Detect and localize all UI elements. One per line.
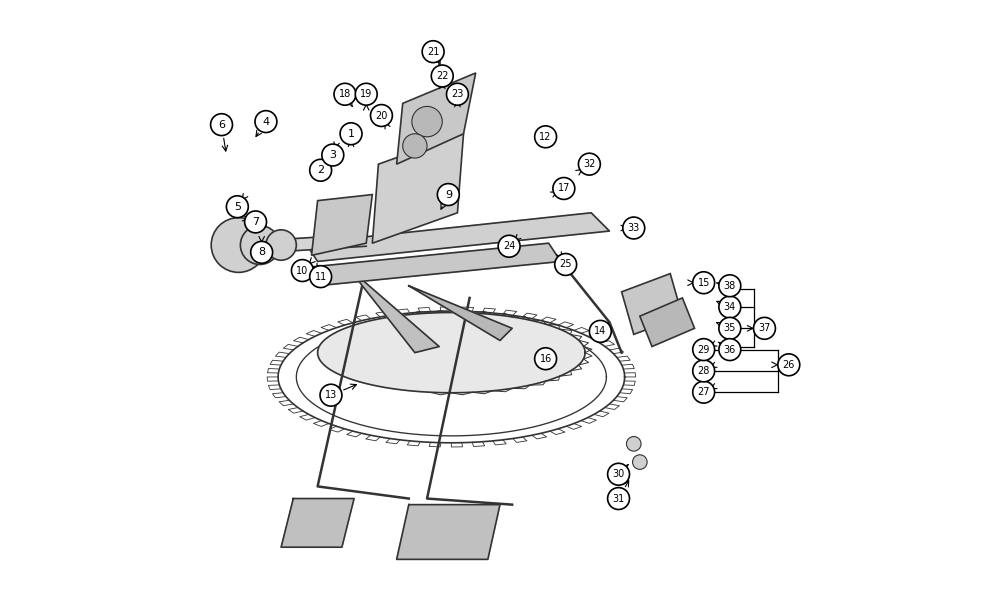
Circle shape <box>778 354 800 376</box>
Polygon shape <box>269 234 366 252</box>
Text: 28: 28 <box>697 366 710 376</box>
Circle shape <box>334 83 356 105</box>
Text: 38: 38 <box>724 281 736 291</box>
Text: 37: 37 <box>758 323 771 333</box>
Circle shape <box>431 65 453 87</box>
Circle shape <box>589 320 611 342</box>
Circle shape <box>498 235 520 257</box>
Circle shape <box>555 254 577 275</box>
Text: 25: 25 <box>559 260 572 269</box>
Text: 14: 14 <box>594 326 606 336</box>
Text: 4: 4 <box>262 117 269 126</box>
Text: 29: 29 <box>697 345 710 354</box>
Text: 15: 15 <box>697 278 710 288</box>
Polygon shape <box>640 298 695 347</box>
Circle shape <box>719 275 741 297</box>
Text: 36: 36 <box>724 345 736 354</box>
Text: 6: 6 <box>218 120 225 130</box>
Text: 5: 5 <box>234 202 241 212</box>
Circle shape <box>693 272 715 294</box>
Circle shape <box>633 455 647 469</box>
Polygon shape <box>397 505 500 559</box>
Circle shape <box>693 381 715 403</box>
Circle shape <box>693 360 715 382</box>
Text: 19: 19 <box>360 89 372 99</box>
Text: 9: 9 <box>445 190 452 199</box>
Text: 18: 18 <box>339 89 351 99</box>
Text: 13: 13 <box>325 390 337 400</box>
Circle shape <box>245 211 267 233</box>
Text: 35: 35 <box>724 323 736 333</box>
Text: 11: 11 <box>315 272 327 282</box>
Circle shape <box>226 196 248 218</box>
Circle shape <box>291 260 313 282</box>
Polygon shape <box>348 268 439 353</box>
Circle shape <box>240 226 279 264</box>
Circle shape <box>370 105 392 126</box>
Circle shape <box>719 296 741 318</box>
Circle shape <box>693 339 715 361</box>
Text: 31: 31 <box>612 494 625 503</box>
Polygon shape <box>409 286 512 340</box>
Text: 26: 26 <box>783 360 795 370</box>
Text: 12: 12 <box>539 132 552 142</box>
Text: 33: 33 <box>628 223 640 233</box>
Text: 27: 27 <box>697 387 710 397</box>
Circle shape <box>355 83 377 105</box>
Circle shape <box>422 41 444 63</box>
Circle shape <box>322 144 344 166</box>
Circle shape <box>719 339 741 361</box>
Circle shape <box>211 218 266 272</box>
Circle shape <box>340 123 362 145</box>
Circle shape <box>310 266 332 288</box>
Polygon shape <box>318 313 585 393</box>
Circle shape <box>719 317 741 339</box>
Text: 20: 20 <box>375 111 388 120</box>
Circle shape <box>403 134 427 158</box>
Text: 16: 16 <box>539 354 552 364</box>
Circle shape <box>553 178 575 199</box>
Circle shape <box>255 111 277 133</box>
Text: 8: 8 <box>258 247 265 257</box>
Circle shape <box>211 114 232 136</box>
Text: 7: 7 <box>252 217 259 227</box>
Circle shape <box>754 317 775 339</box>
Circle shape <box>608 463 630 485</box>
Polygon shape <box>305 243 561 286</box>
Text: 24: 24 <box>503 241 515 251</box>
Polygon shape <box>312 195 372 255</box>
Text: 1: 1 <box>348 129 355 139</box>
Circle shape <box>310 159 332 181</box>
Circle shape <box>608 488 630 510</box>
Circle shape <box>266 230 296 260</box>
Polygon shape <box>305 213 609 261</box>
Circle shape <box>446 83 468 105</box>
Text: 3: 3 <box>329 150 336 160</box>
Circle shape <box>251 241 273 263</box>
Circle shape <box>535 348 557 370</box>
Circle shape <box>578 153 600 175</box>
Text: 10: 10 <box>296 266 309 275</box>
Polygon shape <box>372 134 464 243</box>
Circle shape <box>535 126 557 148</box>
Circle shape <box>623 217 645 239</box>
Text: 34: 34 <box>724 302 736 312</box>
Text: 23: 23 <box>451 89 464 99</box>
Text: 32: 32 <box>583 159 596 169</box>
Text: 21: 21 <box>427 47 439 57</box>
Circle shape <box>437 184 459 206</box>
Text: 17: 17 <box>558 184 570 193</box>
Text: 22: 22 <box>436 71 448 81</box>
Polygon shape <box>397 73 476 164</box>
Text: 30: 30 <box>612 469 625 479</box>
Polygon shape <box>622 274 682 334</box>
Polygon shape <box>281 499 354 547</box>
Circle shape <box>320 384 342 406</box>
Circle shape <box>626 437 641 451</box>
Circle shape <box>412 106 442 137</box>
Text: 2: 2 <box>317 165 324 175</box>
